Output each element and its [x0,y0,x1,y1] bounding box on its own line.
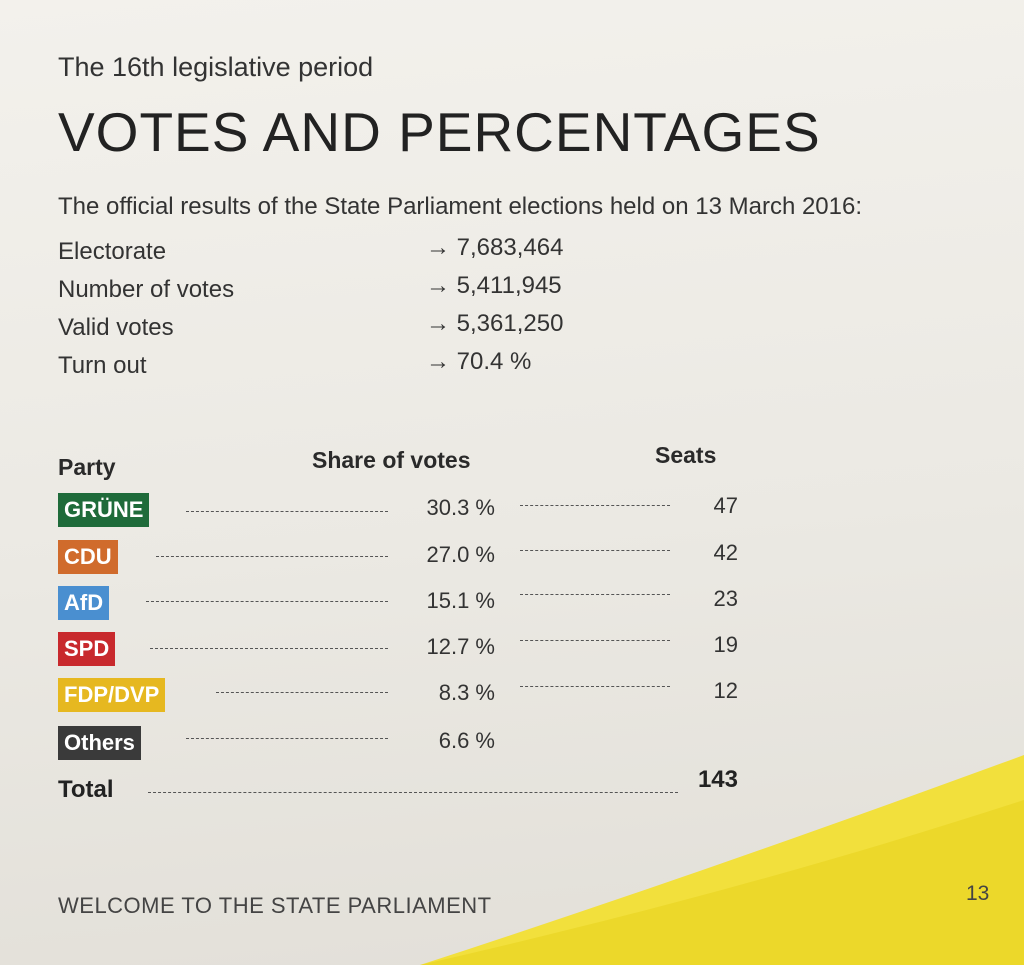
party-row-grune: GRÜNE 30.3 % 47 [58,493,758,529]
leader-dots [520,594,670,595]
party-row-afd: AfD 15.1 % 23 [58,586,758,622]
vote-share: 12.7 % [426,634,496,659]
leader-dots [520,505,670,506]
party-row-spd: SPD 12.7 % 19 [58,632,758,668]
stat-label: Number of votes [58,276,235,303]
column-header-seats: Seats [655,442,717,468]
stat-value: → 70.4 % [426,348,532,375]
stat-label: Turn out [58,352,147,379]
party-badge: SPD [58,632,116,666]
column-header-share: Share of votes [312,447,471,473]
seat-count: 19 [713,632,738,657]
column-header-party: Party [58,454,116,480]
leader-dots [186,511,388,512]
seat-count: 23 [713,586,738,611]
stat-number-of-votes: Number of votes → 5,411,945 [58,272,658,310]
election-stats: Electorate → 7,683,464 Number of votes →… [58,234,658,386]
leader-dots [520,550,670,551]
stat-label: Electorate [58,238,167,265]
page-number: 13 [966,882,990,905]
page-title: VOTES AND PERCENTAGES [58,101,821,163]
vote-share: 27.0 % [426,542,496,567]
yellow-wave-highlight [420,800,1024,965]
stat-value: → 5,361,250 [426,310,564,337]
vote-share: 15.1 % [426,588,496,613]
party-row-fdp-dvp: FDP/DVP 8.3 % 12 [58,678,758,714]
party-badge: Others [58,726,141,760]
party-row-others: Others 6.6 % [58,726,758,762]
leader-dots [146,601,388,602]
stat-value: → 5,411,945 [426,272,562,299]
vote-share: 8.3 % [438,680,495,705]
intro-text: The official results of the State Parlia… [58,193,863,220]
stat-electorate: Electorate → 7,683,464 [58,234,658,272]
leader-dots [186,738,388,739]
seat-count: 47 [713,493,738,518]
total-leader-dots [148,792,678,793]
leader-dots [156,556,388,557]
party-badge: CDU [58,540,118,574]
party-badge: GRÜNE [58,493,150,527]
vote-share: 30.3 % [426,495,496,520]
leader-dots [520,640,670,641]
stat-label: Valid votes [58,314,174,341]
stat-value: → 7,683,464 [426,234,564,261]
leader-dots [150,648,388,649]
party-badge: AfD [58,586,110,620]
party-row-cdu: CDU 27.0 % 42 [58,540,758,576]
seat-count: 12 [713,678,738,703]
footer-text: WELCOME TO THE STATE PARLIAMENT [58,893,492,918]
leader-dots [216,692,388,693]
party-badge: FDP/DVP [58,678,166,712]
stat-turn-out: Turn out → 70.4 % [58,348,658,386]
total-seats: 143 [697,766,738,793]
vote-share: 6.6 % [438,728,495,753]
stat-valid-votes: Valid votes → 5,361,250 [58,310,658,348]
seat-count: 42 [713,540,738,565]
page-subtitle: The 16th legislative period [58,52,374,82]
leader-dots [520,686,670,687]
total-label: Total [58,776,114,803]
